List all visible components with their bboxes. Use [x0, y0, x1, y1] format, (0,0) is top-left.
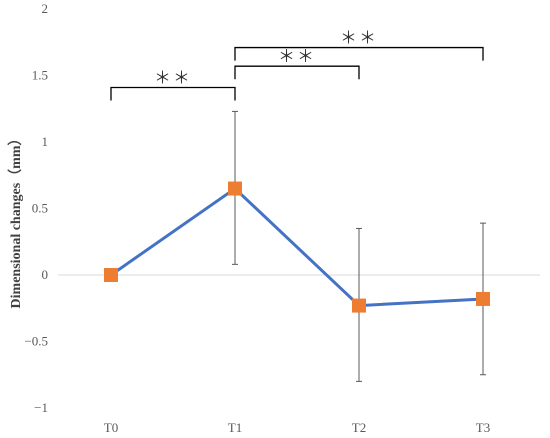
y-axis-label: Dimensional changes（mm） [8, 132, 24, 309]
x-tick-label: T2 [352, 420, 366, 435]
significance-label: ＊＊ [340, 29, 378, 49]
x-tick-label: T3 [476, 420, 490, 435]
significance-bracket [234, 65, 360, 80]
significance-label: ＊＊ [278, 47, 316, 67]
y-tick-label: 0.5 [32, 201, 48, 216]
x-tick-label: T1 [228, 420, 242, 435]
significance-bracket [110, 86, 236, 101]
series-line [110, 187, 484, 308]
x-axis-ticks: T0 T1 T2 T3 [104, 420, 490, 435]
x-tick-label: T0 [104, 420, 118, 435]
y-tick-label: 2 [42, 1, 49, 16]
significance-label: ＊＊ [154, 68, 192, 88]
data-point-marker [352, 298, 366, 313]
significance-brackets: ＊＊ ＊＊ ＊＊ [110, 29, 484, 101]
data-point-marker [476, 291, 490, 306]
y-axis-ticks: 2 1.5 1 0.5 0 −0.5 −1 [24, 1, 48, 415]
y-tick-label: 1 [42, 134, 49, 149]
significance-bracket [234, 46, 484, 61]
y-tick-label: −0.5 [24, 334, 48, 349]
data-point-marker [104, 268, 118, 282]
series-markers [104, 181, 490, 313]
data-point-marker [228, 181, 242, 196]
y-tick-label: 0 [42, 267, 49, 282]
y-tick-label: 1.5 [32, 68, 48, 83]
y-tick-label: −1 [34, 400, 48, 415]
error-bars [232, 110, 486, 382]
